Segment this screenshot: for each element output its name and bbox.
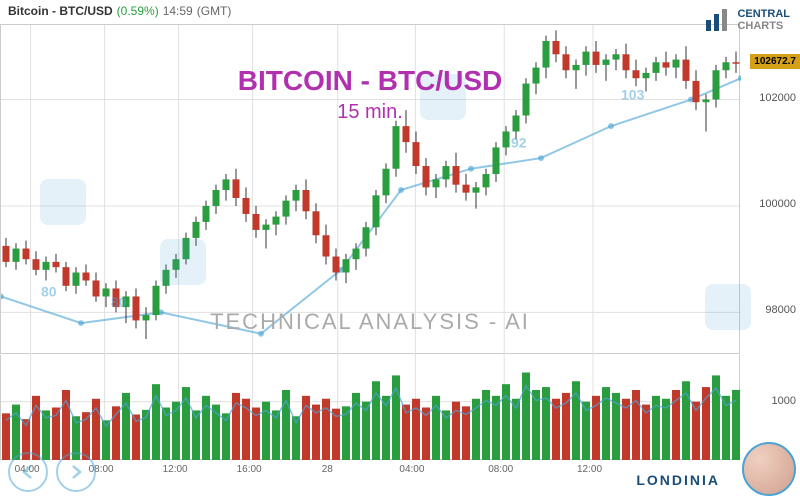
volume-chart — [1, 355, 741, 460]
x-tick-label: 16:00 — [237, 464, 262, 475]
watermark-icon — [40, 179, 86, 225]
y-tick-label: 102000 — [759, 92, 796, 104]
watermark-icon — [705, 284, 751, 330]
svg-text:80: 80 — [41, 283, 57, 299]
timezone: (GMT) — [197, 4, 232, 18]
x-tick-label: 08:00 — [488, 464, 513, 475]
current-price-label: 102672.7 — [750, 54, 800, 69]
x-tick-label: 12:00 — [577, 464, 602, 475]
x-tick-label: 28 — [322, 464, 333, 475]
assistant-avatar[interactable] — [742, 442, 796, 496]
pair-title: Bitcoin - BTC/USD — [8, 4, 113, 18]
arrow-right-icon — [66, 462, 86, 482]
logo-icon — [703, 6, 731, 34]
price-chart-panel[interactable]: 80 80 92 103 BITCOIN - BTC/USD 15 min. TECH… — [0, 24, 740, 354]
arrow-left-icon — [18, 462, 38, 482]
chart-header: Bitcoin - BTC/USD (0.59%) 14:59 (GMT) — [0, 0, 800, 22]
nav-prev-button[interactable] — [8, 452, 48, 492]
vol-y-tick: 1000 — [772, 395, 796, 407]
svg-text:80: 80 — [111, 294, 127, 310]
svg-text:103: 103 — [621, 87, 645, 103]
tech-analysis-label: TECHNICAL ANALYSIS - AI — [210, 309, 530, 335]
change-pct: (0.59%) — [117, 4, 159, 18]
x-tick-label: 04:00 — [399, 464, 424, 475]
y-tick-label: 100000 — [759, 198, 796, 210]
svg-text:92: 92 — [511, 134, 527, 150]
logo-text: CENTRALCHARTS — [737, 8, 790, 32]
x-tick-label: 12:00 — [163, 464, 188, 475]
chart-title-overlay: BITCOIN - BTC/USD 15 min. — [238, 65, 502, 124]
watermark-icon — [160, 239, 206, 285]
nav-next-button[interactable] — [56, 452, 96, 492]
volume-panel[interactable] — [0, 355, 740, 460]
londinia-badge[interactable]: LONDINIA — [626, 468, 730, 492]
brand-logo[interactable]: CENTRALCHARTS — [703, 6, 790, 34]
y-tick-label: 98000 — [765, 304, 796, 316]
timestamp: 14:59 — [163, 4, 193, 18]
